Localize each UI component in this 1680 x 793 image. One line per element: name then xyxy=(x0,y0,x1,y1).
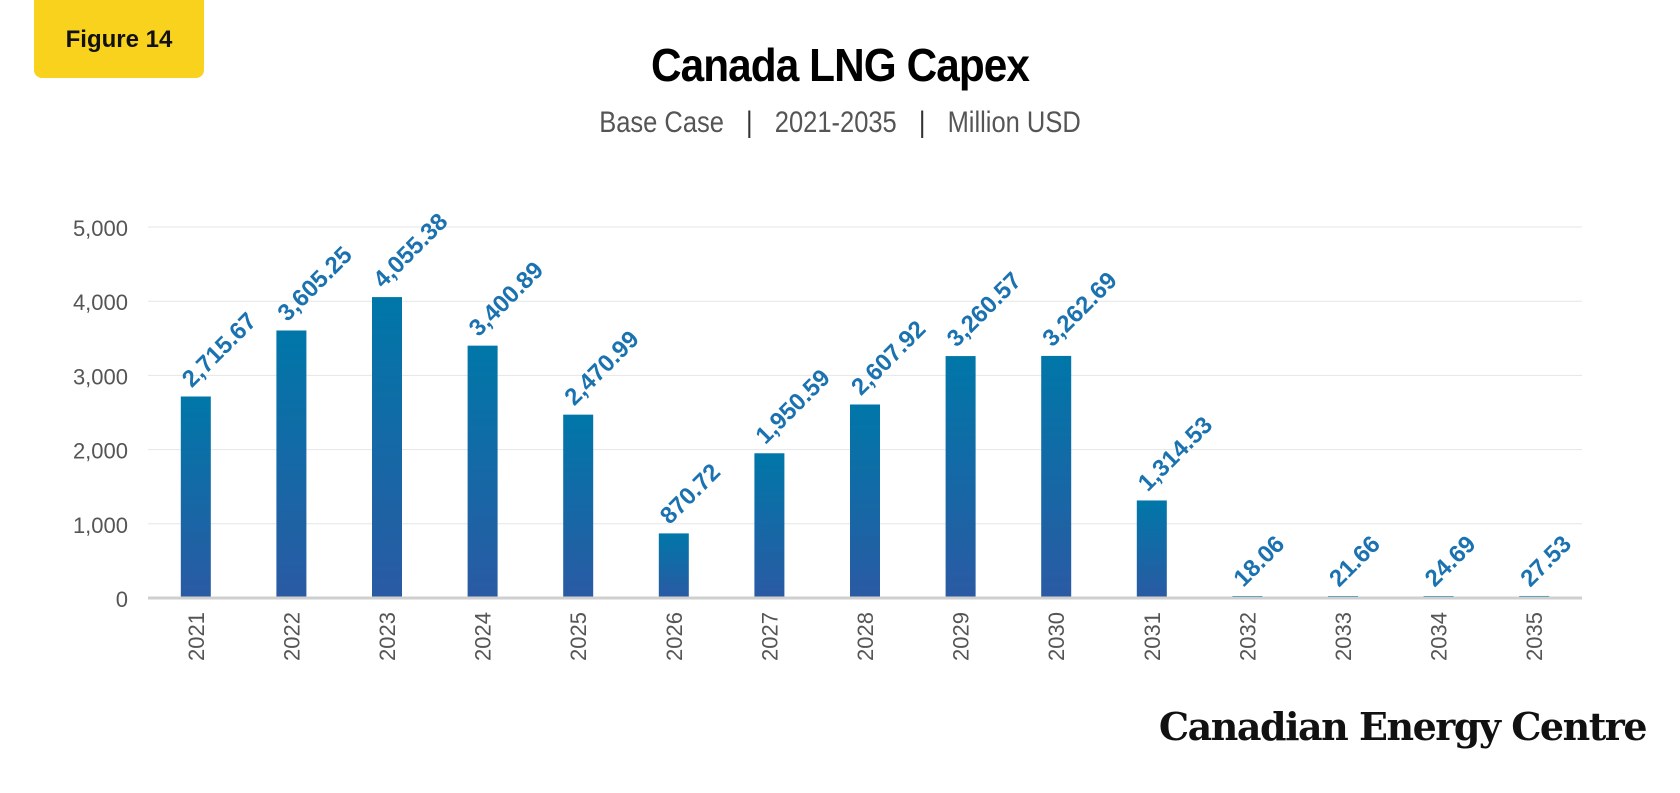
data-label: 1,950.59 xyxy=(751,364,836,449)
bar xyxy=(1041,355,1072,598)
y-tick-label: 1,000 xyxy=(73,513,128,538)
x-tick-label: 2024 xyxy=(471,612,496,661)
bar xyxy=(180,396,211,598)
data-label: 1,314.53 xyxy=(1133,412,1218,497)
x-tick-label: 2034 xyxy=(1427,612,1452,661)
data-label: 3,262.69 xyxy=(1037,267,1122,352)
data-label: 2,470.99 xyxy=(559,326,644,411)
figure-badge-label: Figure 14 xyxy=(65,26,173,53)
y-tick-label: 0 xyxy=(116,587,128,612)
subtitle-separator: | xyxy=(918,106,926,139)
y-tick-label: 2,000 xyxy=(73,439,128,464)
data-label: 18.06 xyxy=(1229,531,1291,593)
x-tick-label: 2030 xyxy=(1044,612,1069,661)
bar xyxy=(850,404,880,598)
data-label: 21.66 xyxy=(1324,531,1386,593)
x-tick-label: 2033 xyxy=(1331,612,1356,661)
data-label: 2,715.67 xyxy=(177,308,262,393)
subtitle-unit: Million USD xyxy=(947,106,1081,139)
figure-badge: Figure 14 xyxy=(34,0,204,78)
bar xyxy=(467,345,498,598)
x-tick-label: 2022 xyxy=(279,612,304,661)
chart-subtitle: Base Case | 2021-2035 | Million USD xyxy=(126,106,1554,140)
bar xyxy=(276,330,307,598)
data-label: 3,605.25 xyxy=(273,242,358,327)
subtitle-separator: | xyxy=(746,106,753,139)
data-label: 4,055.38 xyxy=(368,208,453,293)
x-tick-label: 2031 xyxy=(1140,612,1165,661)
subtitle-case: Base Case xyxy=(599,106,724,139)
x-tick-label: 2027 xyxy=(757,612,782,661)
x-tick-label: 2021 xyxy=(184,612,209,661)
x-tick-label: 2026 xyxy=(662,612,687,661)
bar xyxy=(563,414,594,598)
bar xyxy=(1136,500,1167,598)
x-tick-label: 2029 xyxy=(949,612,974,661)
data-label: 870.72 xyxy=(655,459,726,530)
x-tick-label: 2032 xyxy=(1235,612,1260,661)
data-label: 27.53 xyxy=(1515,531,1577,593)
subtitle-period: 2021-2035 xyxy=(774,106,897,139)
x-tick-label: 2028 xyxy=(853,612,878,661)
axes: 0 1,000 2,000 3,000 4,000 5,000 2021 2022 2023 20… xyxy=(73,216,1582,661)
y-tick-label: 3,000 xyxy=(73,364,128,389)
x-tick-label: 2035 xyxy=(1522,612,1547,661)
bar xyxy=(372,297,402,598)
data-label: 24.69 xyxy=(1420,531,1482,593)
data-label: 3,400.89 xyxy=(464,257,549,342)
bars xyxy=(180,297,1550,598)
x-tick-label: 2025 xyxy=(566,612,591,661)
bar xyxy=(945,356,976,598)
data-label: 2,607.92 xyxy=(846,316,931,401)
bar xyxy=(658,533,689,598)
y-tick-label: 4,000 xyxy=(73,290,128,315)
brand-logo: Canadian Energy Centre xyxy=(1158,704,1648,749)
y-tick-label: 5,000 xyxy=(73,216,128,241)
x-tick-label: 2023 xyxy=(375,612,400,661)
data-label: 3,260.57 xyxy=(942,267,1027,352)
bar xyxy=(754,453,785,598)
chart-title: Canada LNG Capex xyxy=(650,39,1030,91)
